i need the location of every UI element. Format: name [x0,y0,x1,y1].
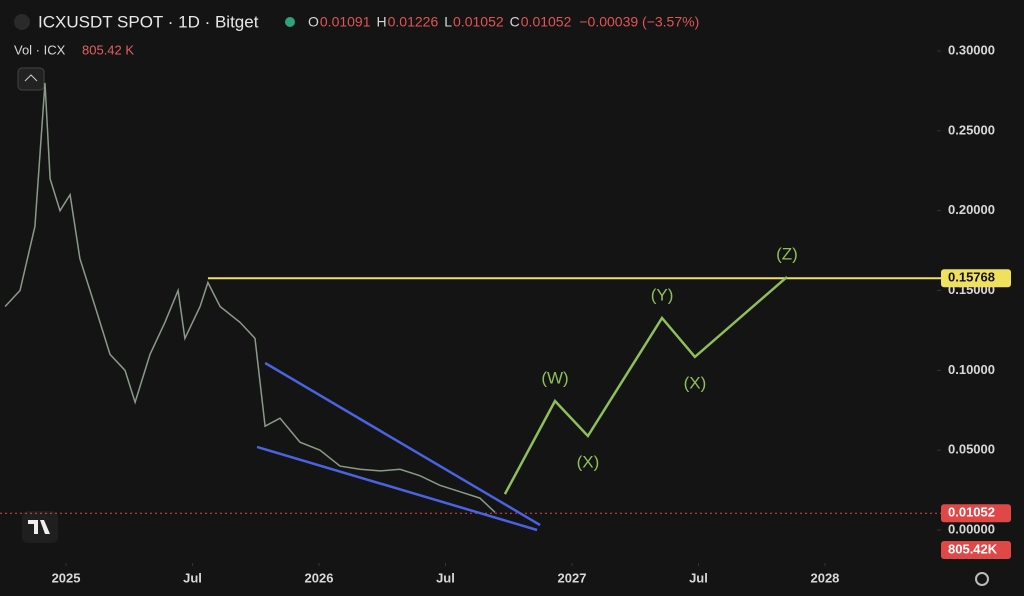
chart-title: ICXUSDT SPOT · 1D · Bitget [38,12,259,31]
y-tick-label: 0.20000 [948,202,995,217]
x-tick-label: 2025 [52,570,81,585]
y-tick-label: 0.10000 [948,362,995,377]
resistance-tag [941,269,1011,288]
x-tick-label: Jul [689,570,708,585]
ohlc-key: L [444,14,452,30]
ohlc: O 0.01091 H 0.01226 L 0.01052 C 0.01052 −0.00039… [308,14,699,30]
wave-label: (Y) [651,285,674,304]
volume-tag [941,541,1011,559]
volume-label: Vol · ICX [14,42,66,57]
logo [28,520,50,534]
ohlc-value: 0.01226 [388,14,439,30]
last-price-label: 0.01052 [948,505,995,520]
last-price-tag [941,504,1011,523]
ohlc-key: C [510,14,520,30]
x-tick-label: 2028 [810,570,839,585]
volume-value: 805.42 K [82,42,134,57]
ohlc-key: O [308,14,319,30]
wave-label: (X) [684,373,707,392]
wave-label: (Z) [776,244,798,263]
wave-label: (X) [577,452,600,471]
wave-path [503,275,788,495]
x-tick-label: 2026 [305,570,334,585]
ohlc-value: 0.01052 [453,14,504,30]
wave-label: (W) [541,368,568,387]
wedge-line [264,361,541,527]
resistance-label: 0.15768 [948,270,995,285]
x-tick-label: 2027 [558,570,587,585]
x-tick-label: Jul [183,570,202,585]
y-tick-label: 0.05000 [948,442,995,457]
ohlc-key: H [377,14,387,30]
volume-tag-label: 805.42K [948,541,998,556]
symbol-icon [14,14,30,30]
logo-bg [22,511,58,543]
settings-button[interactable] [975,572,989,586]
status-dot [285,17,295,27]
wedge-line [256,445,538,532]
ohlc-value: 0.01091 [320,14,371,30]
y-tick-label: 0.30000 [948,42,995,57]
collapse-button[interactable] [17,67,45,91]
ohlc-value: 0.01052 [521,14,572,30]
collapse-icon [24,74,38,82]
change: −0.00039 (−3.57%) [579,14,699,30]
y-tick-label: 0.25000 [948,122,995,137]
price-line [4,82,496,513]
x-tick-label: Jul [436,570,455,585]
y-tick-label: 0.00000 [948,521,995,536]
